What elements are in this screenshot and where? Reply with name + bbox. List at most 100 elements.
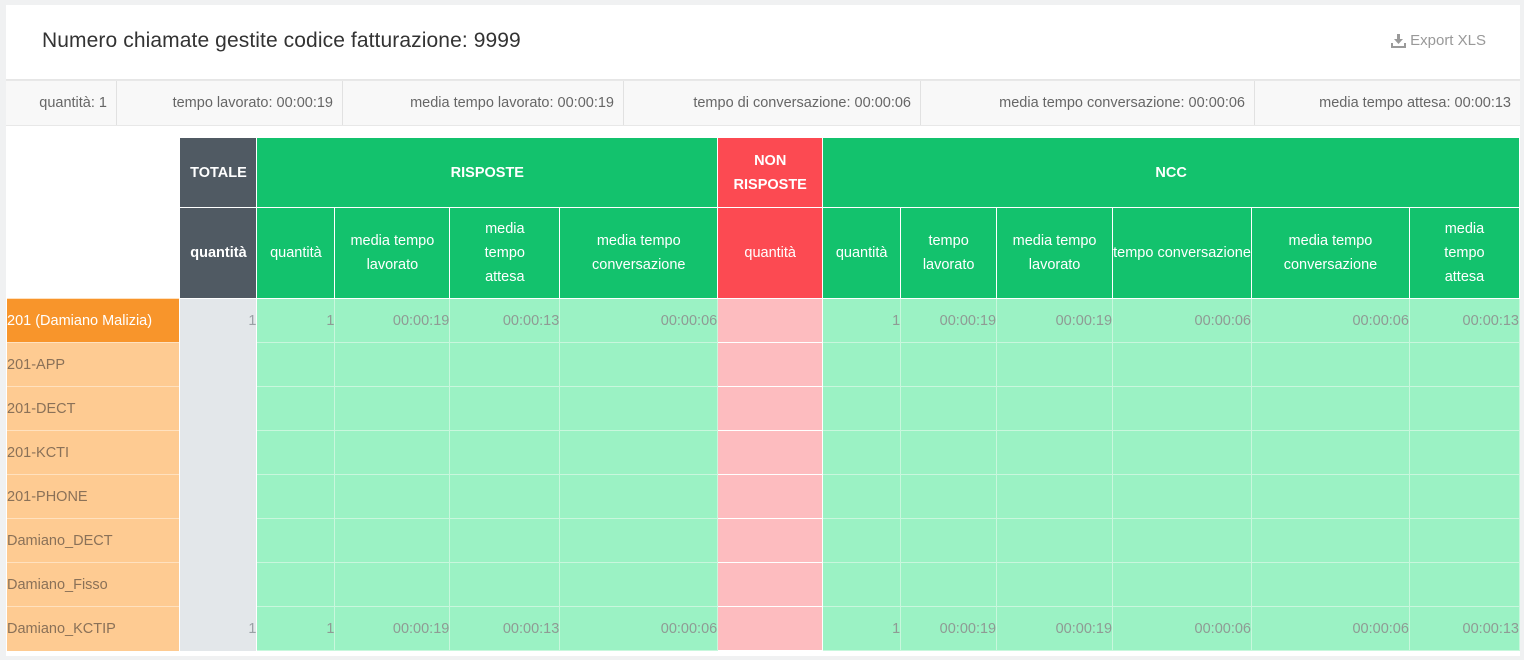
panel-header: Numero chiamate gestite codice fatturazi… [6, 5, 1520, 80]
stat-media-tempo-attesa: media tempo attesa: 00:00:13 [1319, 95, 1511, 111]
stat-tempo-lavorato: tempo lavorato: 00:00:19 [117, 81, 343, 125]
cell-risposte: 00:00:06 [559, 606, 719, 651]
cell-ncc [1408, 342, 1521, 387]
cell-ncc: 00:00:19 [996, 298, 1114, 343]
group-totale: TOTALE [179, 137, 258, 208]
cell-risposte: 00:00:13 [449, 606, 561, 651]
cell-risposte [256, 562, 336, 607]
cell-non-risposte [717, 474, 824, 519]
cell-non-risposte [717, 518, 824, 563]
cell-ncc [1408, 562, 1521, 607]
cell-risposte [256, 518, 336, 563]
col-non-risposte-quantita: quantità [717, 207, 824, 299]
cell-totale-quantita [179, 562, 258, 607]
cell-ncc: 00:00:19 [996, 606, 1114, 651]
page-title: Numero chiamate gestite codice fatturazi… [42, 29, 521, 52]
cell-non-risposte [717, 298, 824, 343]
cell-ncc [1251, 342, 1410, 387]
cell-ncc: 00:00:06 [1112, 298, 1252, 343]
cell-ncc [1408, 386, 1521, 431]
cell-ncc [900, 430, 998, 475]
cell-ncc [1112, 474, 1252, 519]
cell-risposte [559, 386, 719, 431]
row-label: 201-APP [7, 342, 180, 387]
cell-risposte [334, 342, 451, 387]
cell-ncc [900, 342, 998, 387]
cell-non-risposte [717, 386, 824, 431]
cell-risposte: 00:00:19 [334, 298, 451, 343]
table-row[interactable]: 201-PHONE [7, 474, 1521, 519]
export-label: Export XLS [1410, 32, 1486, 49]
cell-ncc [900, 474, 998, 519]
cell-ncc [900, 562, 998, 607]
cell-risposte [449, 386, 561, 431]
cell-non-risposte [717, 430, 824, 475]
col-totale-quantita: quantità [179, 207, 258, 299]
cell-ncc [822, 474, 902, 519]
col-ncc-tempo-conversazione: tempo conversazione [1112, 207, 1252, 299]
col-risposte-media-tempo-lavorato: media tempo lavorato [334, 207, 451, 299]
table-row[interactable]: 201-DECT [7, 386, 1521, 431]
table-row[interactable]: Damiano_Fisso [7, 562, 1521, 607]
row-label: 201-KCTI [7, 430, 180, 475]
cell-totale-quantita [179, 430, 258, 475]
cell-risposte [449, 342, 561, 387]
cell-risposte [256, 386, 336, 431]
cell-risposte [256, 474, 336, 519]
cell-ncc [1112, 430, 1252, 475]
col-risposte-media-tempo-attesa: media tempo attesa [449, 207, 561, 299]
cell-risposte [449, 430, 561, 475]
table-row[interactable]: 201-KCTI [7, 430, 1521, 475]
cell-risposte [559, 562, 719, 607]
stat-tempo-conversazione: tempo di conversazione: 00:00:06 [624, 81, 921, 125]
row-label: 201-DECT [7, 386, 180, 431]
cell-ncc [996, 430, 1114, 475]
cell-ncc: 00:00:06 [1112, 606, 1252, 651]
cell-risposte [256, 342, 336, 387]
calls-table: TOTALE RISPOSTE NON RISPOSTE NCC quantit… [7, 137, 1521, 651]
report-panel: Numero chiamate gestite codice fatturazi… [6, 5, 1521, 656]
stat-media-tempo-conversazione: media tempo conversazione: 00:00:06 [921, 81, 1255, 125]
export-xls-button[interactable]: Export XLS [1391, 32, 1486, 49]
cell-risposte: 00:00:19 [334, 606, 451, 651]
cell-ncc [1112, 386, 1252, 431]
cell-risposte [334, 386, 451, 431]
group-risposte: RISPOSTE [256, 137, 719, 208]
cell-ncc [1251, 386, 1410, 431]
table-row[interactable]: Damiano_DECT [7, 518, 1521, 563]
table-row[interactable]: 201 (Damiano Malizia) 1 1 00:00:19 00:00:13 0… [7, 298, 1521, 343]
cell-ncc [822, 430, 902, 475]
stat-media-tempo-lavorato: media tempo lavorato: 00:00:19 [343, 81, 624, 125]
cell-totale-quantita [179, 474, 258, 519]
row-label: Damiano_KCTIP [7, 606, 180, 651]
cell-risposte [449, 518, 561, 563]
table-row[interactable]: 201-APP [7, 342, 1521, 387]
table-row[interactable]: Damiano_KCTIP 1 1 00:00:19 00:00:13 00:00:06 1… [7, 606, 1521, 651]
row-label: 201-PHONE [7, 474, 180, 519]
cell-ncc: 1 [822, 606, 902, 651]
cell-ncc [996, 342, 1114, 387]
summary-bar: quantità: 1 tempo lavorato: 00:00:19 med… [6, 80, 1520, 126]
col-ncc-media-tempo-conversazione: media tempo conversazione [1251, 207, 1410, 299]
cell-ncc [996, 518, 1114, 563]
row-label: Damiano_DECT [7, 518, 180, 563]
cell-ncc [1112, 562, 1252, 607]
cell-ncc [822, 562, 902, 607]
cell-ncc [1408, 518, 1521, 563]
cell-ncc [1112, 518, 1252, 563]
cell-ncc [900, 386, 998, 431]
cell-ncc [1408, 474, 1521, 519]
cell-non-risposte [717, 606, 824, 651]
cell-ncc: 00:00:06 [1251, 298, 1410, 343]
cell-ncc: 00:00:19 [900, 606, 998, 651]
cell-risposte [334, 518, 451, 563]
cell-risposte [559, 518, 719, 563]
cell-risposte [449, 562, 561, 607]
cell-ncc [1251, 430, 1410, 475]
cell-ncc [996, 562, 1114, 607]
cell-risposte: 1 [256, 606, 336, 651]
group-ncc: NCC [822, 137, 1520, 208]
col-ncc-media-tempo-attesa: media tempo attesa [1408, 207, 1521, 299]
cell-risposte: 1 [256, 298, 336, 343]
cell-ncc [1408, 430, 1521, 475]
